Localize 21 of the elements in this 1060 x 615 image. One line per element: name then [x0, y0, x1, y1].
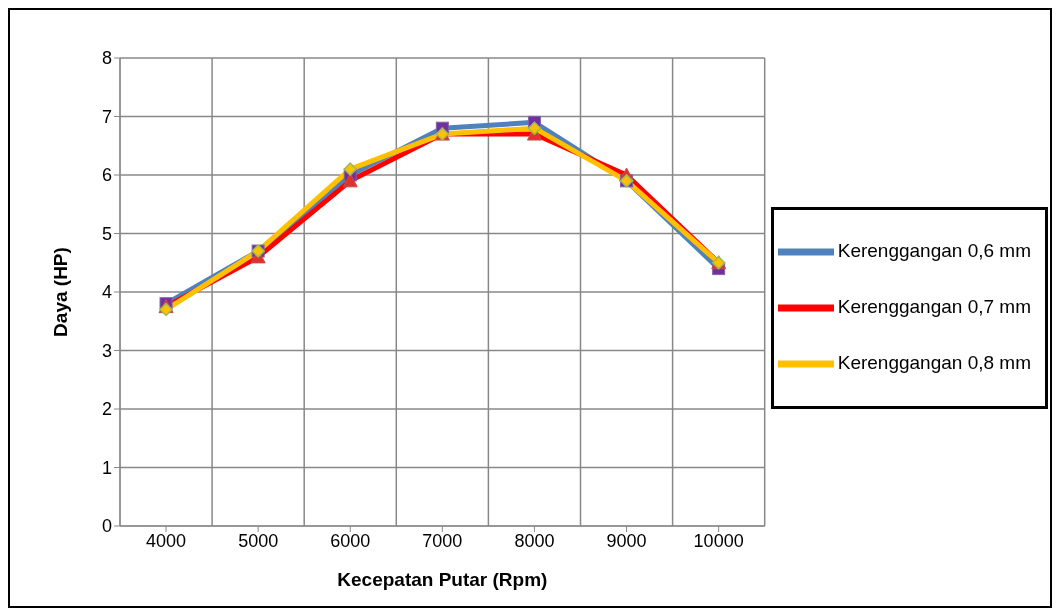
x-tick-label: 9000 — [606, 530, 647, 551]
x-tick-label: 5000 — [238, 530, 279, 551]
y-axis-title: Daya (HP) — [49, 247, 71, 337]
x-axis-title: Kecepatan Putar (Rpm) — [337, 569, 548, 590]
legend-label: Kerenggangan 0,6 mm — [837, 240, 1031, 262]
y-tick-label: 5 — [101, 223, 112, 244]
y-tick-label: 2 — [101, 399, 112, 420]
y-tick-label: 3 — [101, 340, 112, 361]
legend-label: Kerenggangan 0,8 mm — [837, 352, 1031, 374]
y-tick-label: 1 — [101, 457, 112, 478]
x-tick-label: 7000 — [422, 530, 463, 551]
x-tick-label: 4000 — [146, 530, 187, 551]
legend-label: Kerenggangan 0,7 mm — [837, 296, 1031, 318]
x-tick-label: 10000 — [693, 530, 744, 551]
x-tick-label: 8000 — [514, 530, 555, 551]
y-tick-label: 4 — [101, 282, 112, 303]
y-tick-label: 8 — [101, 48, 112, 69]
y-tick-label: 7 — [101, 106, 112, 127]
y-tick-label: 6 — [101, 165, 112, 186]
x-tick-label: 6000 — [330, 530, 371, 551]
y-tick-label: 0 — [101, 516, 112, 537]
